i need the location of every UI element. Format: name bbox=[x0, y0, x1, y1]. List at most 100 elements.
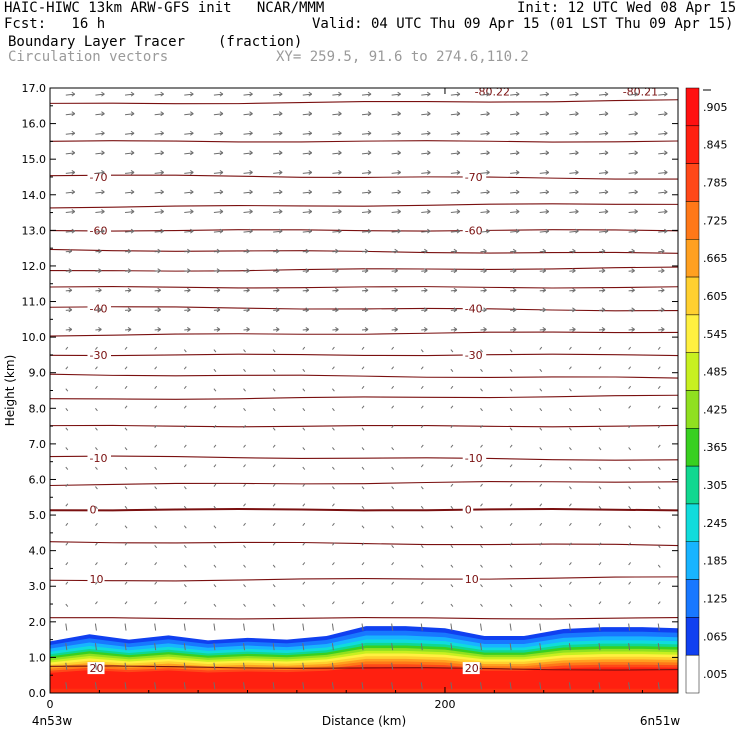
vector-arrow bbox=[391, 643, 394, 651]
colorbar-label: .065 bbox=[703, 630, 728, 643]
vector-arrow bbox=[361, 385, 365, 390]
vector-arrow bbox=[658, 191, 668, 194]
vector-arrow bbox=[95, 366, 98, 370]
vector-arrow bbox=[480, 623, 483, 631]
vector-arrow bbox=[657, 425, 661, 429]
vector-arrow bbox=[391, 505, 395, 509]
vector-arrow bbox=[361, 152, 372, 155]
vector-arrow bbox=[509, 503, 513, 507]
vector-arrow bbox=[391, 662, 394, 670]
vector-arrow bbox=[183, 643, 186, 651]
vector-arrow bbox=[539, 623, 542, 631]
vector-arrow bbox=[421, 191, 431, 194]
vector-arrow bbox=[184, 171, 194, 174]
y-tick-label: 10.0 bbox=[22, 331, 47, 344]
vector-arrow bbox=[361, 623, 364, 631]
colorbar-label: .545 bbox=[703, 328, 728, 341]
vector-arrow bbox=[480, 368, 483, 372]
vector-arrow bbox=[539, 522, 543, 527]
vector-arrow bbox=[539, 483, 543, 487]
contour-line-11 bbox=[49, 331, 679, 337]
colorbar-label: .785 bbox=[703, 177, 728, 190]
vector-arrow bbox=[154, 425, 158, 429]
vector-arrow bbox=[421, 93, 431, 96]
vector-arrow bbox=[510, 171, 520, 174]
vector-arrow bbox=[95, 427, 98, 431]
vector-arrow bbox=[509, 483, 513, 487]
vector-arrow bbox=[628, 662, 631, 670]
vector-arrow bbox=[213, 544, 217, 549]
vector-arrow bbox=[154, 346, 158, 350]
vector-arrow bbox=[184, 132, 194, 135]
vector-arrow bbox=[183, 544, 187, 549]
y-tick-label: 3.0 bbox=[29, 580, 47, 593]
vector-arrow bbox=[65, 562, 69, 566]
vector-arrow bbox=[243, 211, 253, 214]
vector-arrow bbox=[65, 366, 69, 370]
vector-arrow bbox=[302, 132, 312, 135]
vector-arrow bbox=[213, 211, 223, 214]
colorbar-swatch bbox=[685, 579, 700, 618]
vector-arrow bbox=[154, 643, 157, 651]
vector-arrow bbox=[95, 211, 105, 214]
vector-arrow bbox=[243, 682, 246, 690]
colorbar-swatch bbox=[685, 390, 700, 429]
vector-arrow bbox=[598, 643, 601, 651]
vector-arrow bbox=[361, 211, 372, 214]
vector-arrow bbox=[569, 191, 579, 194]
header-line1-right: Init: 12 UTC Wed 08 Apr 15 bbox=[517, 0, 737, 16]
vector-arrow bbox=[65, 662, 68, 670]
vector-arrow bbox=[243, 425, 246, 429]
vector-arrow bbox=[302, 113, 312, 116]
vector-arrow bbox=[65, 211, 75, 214]
vector-arrow bbox=[361, 405, 365, 409]
vector-arrow bbox=[273, 93, 283, 96]
vector-arrow bbox=[272, 464, 276, 468]
vector-arrow bbox=[65, 682, 68, 690]
vector-arrow bbox=[184, 93, 194, 96]
vector-arrow bbox=[361, 427, 365, 431]
vector-arrow bbox=[302, 623, 305, 631]
vector-arrow bbox=[124, 93, 135, 96]
vector-arrow bbox=[302, 447, 306, 451]
vector-arrow bbox=[569, 132, 579, 135]
vector-arrow bbox=[332, 230, 342, 233]
vector-arrow bbox=[628, 211, 638, 214]
vector-arrow bbox=[598, 132, 609, 135]
vector-arrow bbox=[391, 425, 395, 429]
vector-arrow bbox=[657, 601, 661, 605]
vector-arrow bbox=[480, 584, 483, 588]
vector-arrow bbox=[243, 483, 246, 487]
contour-label: 10 bbox=[89, 573, 103, 586]
vector-arrow bbox=[391, 132, 401, 135]
vector-arrow bbox=[391, 171, 401, 174]
vector-arrow bbox=[421, 211, 431, 214]
vector-arrow bbox=[450, 544, 454, 549]
colorbar-swatch bbox=[685, 87, 700, 127]
vector-arrow bbox=[213, 152, 223, 155]
vector-arrow bbox=[480, 564, 483, 568]
vector-arrow bbox=[65, 522, 69, 527]
vector-arrow bbox=[95, 132, 105, 135]
contour-label: -30 bbox=[89, 349, 107, 362]
vector-arrow bbox=[95, 447, 98, 451]
contour-line-19 bbox=[49, 140, 679, 143]
vector-arrow bbox=[95, 486, 98, 490]
vector-arrow bbox=[450, 191, 460, 194]
vector-arrow bbox=[450, 93, 460, 96]
contour-label: -40 bbox=[89, 303, 107, 316]
vector-arrow bbox=[391, 623, 394, 631]
colorbar-label: .845 bbox=[703, 139, 728, 152]
field-units: (fraction) bbox=[218, 34, 303, 50]
vector-arrow bbox=[598, 522, 602, 527]
vector-arrow bbox=[65, 113, 75, 116]
vector-arrow bbox=[391, 682, 394, 690]
vector-arrow bbox=[243, 132, 253, 135]
vector-arrow bbox=[213, 682, 216, 690]
vector-arrow bbox=[302, 346, 306, 350]
vector-arrow bbox=[628, 623, 631, 631]
vector-arrow bbox=[420, 623, 423, 631]
vector-arrow bbox=[361, 466, 365, 470]
colorbar-swatch bbox=[685, 276, 700, 316]
vector-arrow bbox=[480, 662, 483, 670]
